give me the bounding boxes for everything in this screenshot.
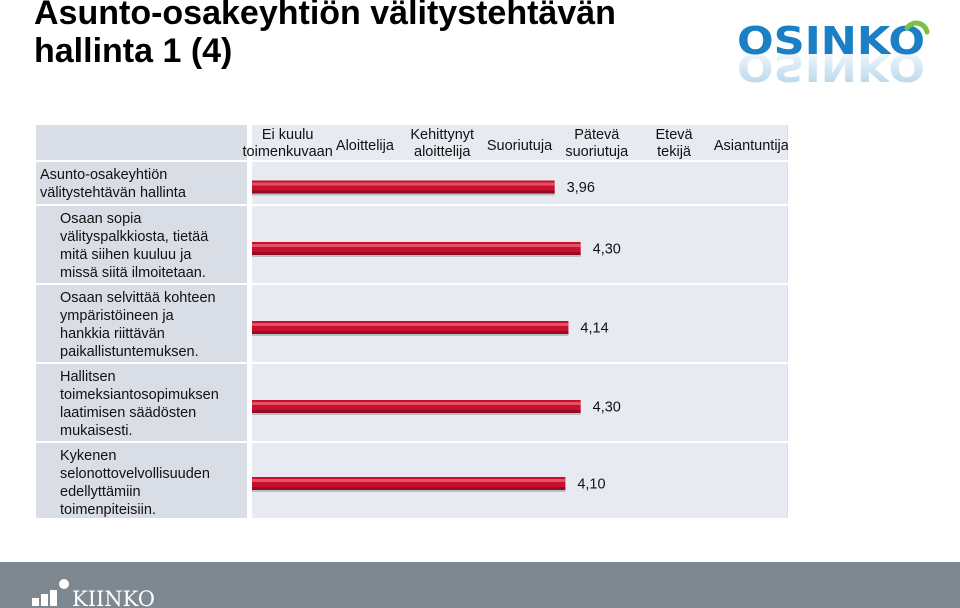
category-label: toimenpiteisiin. — [60, 502, 156, 518]
kiinko-logo-bar-2 — [41, 594, 48, 606]
bar-shadow — [252, 252, 581, 255]
kiinko-logo: KIINKO — [32, 579, 155, 608]
row-separator — [36, 160, 788, 162]
osinko-logo-text: OSINKO — [737, 19, 925, 63]
category-label: mitä siihen kuuluu ja — [60, 247, 192, 263]
osinko-logo: OSINKO OSINKO — [737, 19, 930, 89]
category-label: Asunto-osakeyhtiön — [40, 167, 167, 183]
scale-label: tekijä — [657, 144, 692, 160]
bar-highlight — [252, 182, 555, 186]
bar-drop-shadow — [252, 255, 581, 257]
category-label: ympäristöineen ja — [60, 308, 175, 324]
scale-label: Suoriutuja — [487, 138, 553, 154]
kiinko-logo-text: KIINKO — [72, 587, 155, 608]
category-label: välitystehtävän hallinta — [40, 185, 187, 201]
bar-highlight — [252, 402, 581, 405]
bar-shadow — [252, 487, 566, 490]
bar-highlight — [252, 244, 581, 247]
bar-highlight — [252, 479, 566, 482]
data-label: 4,10 — [577, 477, 605, 493]
category-label: laatimisen säädösten — [60, 405, 196, 421]
kiinko-logo-bar-1 — [32, 598, 39, 606]
bar-shadow — [252, 331, 569, 334]
bar-drop-shadow — [252, 490, 566, 492]
scale-label: Kehittynyt — [410, 127, 474, 143]
category-label: mukaisesti. — [60, 423, 133, 439]
kiinko-logo-bar-3 — [50, 590, 57, 606]
bar-shadow — [252, 410, 581, 413]
title-line-1: Asunto-osakeyhtiön välitystehtävän — [34, 0, 616, 32]
category-label: toimeksiantosopimuksen — [60, 387, 219, 403]
category-label: hankkia riittävän — [60, 326, 165, 342]
bar-drop-shadow — [252, 193, 555, 196]
category-label: selonottovelvollisuuden — [60, 466, 210, 482]
scale-label: Etevä — [656, 127, 694, 143]
category-label: Osaan selvittää kohteen — [60, 290, 216, 306]
osinko-logo-reflection: OSINKO — [737, 45, 925, 89]
osinko-accent-swoosh — [904, 20, 930, 35]
category-label: Kykenen — [60, 448, 116, 464]
data-label: 3,96 — [567, 180, 595, 196]
row-separator — [36, 204, 788, 206]
chart-area: Ei kuulu toimenkuvaan Aloittelija Kehittyny… — [36, 125, 790, 518]
category-label: paikallistuntemuksen. — [60, 344, 199, 360]
data-label: 4,14 — [580, 321, 608, 337]
column-separator — [247, 125, 252, 518]
scale-label: Asiantuntija — [714, 138, 788, 154]
data-label: 4,30 — [593, 400, 621, 416]
scale-label: Pätevä — [574, 127, 620, 143]
category-label: Osaan sopia — [60, 211, 142, 227]
row-separator — [36, 283, 788, 285]
row-separator — [36, 441, 788, 443]
bar-highlight — [252, 323, 569, 326]
category-label: välityspalkkiosta, tietää — [60, 229, 209, 245]
title-line-2: hallinta 1 (4) — [34, 32, 233, 70]
kiinko-logo-dot — [59, 579, 69, 589]
data-label: 4,30 — [593, 242, 621, 258]
row-separator — [36, 362, 788, 364]
scale-label: suoriutuja — [565, 144, 629, 160]
bar-drop-shadow — [252, 413, 581, 415]
bar-drop-shadow — [252, 334, 569, 336]
category-label: edellyttämiin — [60, 484, 141, 500]
category-label: Hallitsen — [60, 369, 116, 385]
scale-label: Aloittelija — [336, 138, 395, 154]
bar-shadow — [252, 190, 555, 194]
footer-bar — [0, 562, 960, 608]
scale-label: toimenkuvaan — [243, 144, 333, 160]
category-label: missä siitä ilmoitetaan. — [60, 265, 206, 281]
page-title: Asunto-osakeyhtiön välitystehtävän halli… — [34, 0, 616, 70]
scale-label: aloittelija — [414, 144, 471, 160]
scale-label: Ei kuulu — [262, 127, 314, 143]
